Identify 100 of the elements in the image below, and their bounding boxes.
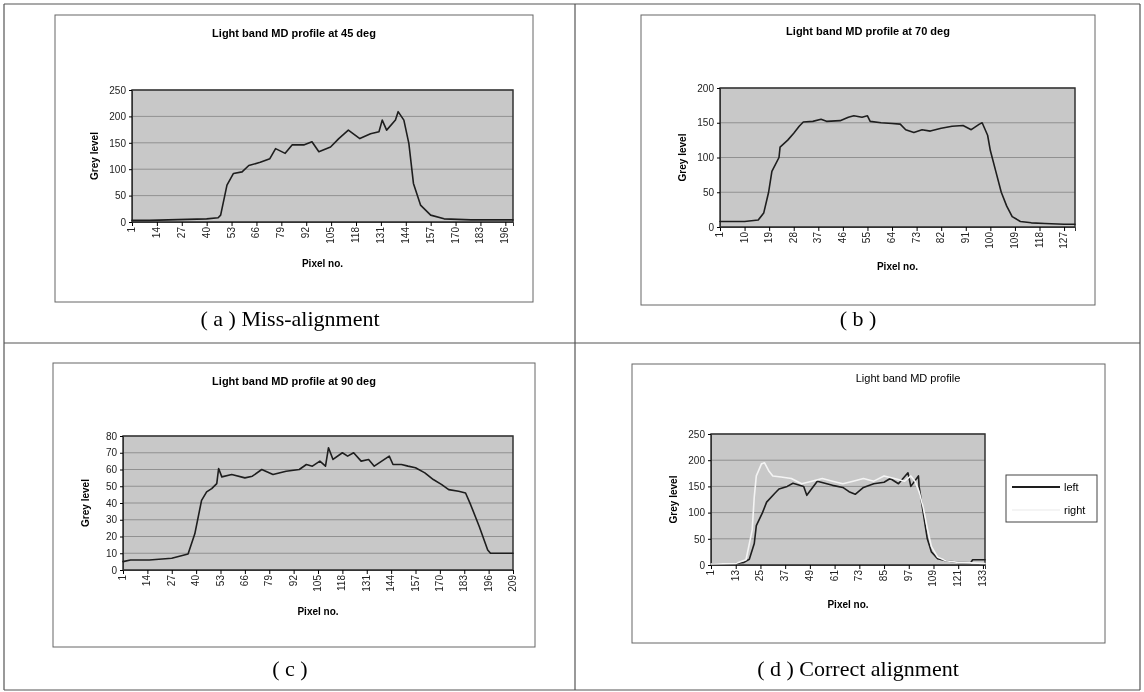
y-tick-label: 100	[688, 507, 706, 519]
line-series	[122, 446, 514, 563]
y-tick-label: 200	[109, 111, 127, 123]
y-tick-label: 50	[693, 533, 706, 545]
x-tick-label: 73	[910, 231, 922, 244]
y-tick-label: 200	[697, 82, 715, 94]
y-tick-label: 100	[697, 152, 715, 164]
x-tick-label: 109	[1008, 231, 1020, 249]
x-tick-label: 13	[729, 569, 741, 582]
chart-title: Light band MD profile at 70 deg	[786, 25, 950, 37]
chart-title: Light band MD profile at 45 deg	[212, 27, 376, 39]
x-tick-label: 19	[763, 231, 775, 244]
legend-label: left	[1064, 481, 1079, 493]
y-tick-label: 40	[105, 497, 118, 509]
y-tick-label: 10	[105, 547, 118, 559]
x-tick-label: 183	[458, 574, 470, 592]
x-tick-label: 118	[336, 574, 348, 591]
x-tick-label: 79	[263, 574, 275, 587]
x-tick-label: 100	[984, 231, 996, 249]
x-tick-label: 170	[449, 226, 461, 244]
x-tick-label: 92	[300, 226, 312, 239]
x-tick-label: 82	[935, 231, 947, 244]
x-tick-label: 14	[141, 574, 153, 587]
x-tick-label: 25	[754, 569, 766, 582]
y-tick-label: 200	[688, 454, 706, 466]
chart-title: Light band MD profile at 90 deg	[212, 375, 376, 387]
y-tick-label: 50	[105, 480, 118, 492]
legend-label: right	[1064, 504, 1086, 516]
x-tick-label: 118	[350, 226, 362, 243]
text: ( c )	[272, 656, 308, 681]
x-tick-label: 144	[385, 574, 397, 592]
x-tick-label: 55	[861, 231, 873, 244]
x-tick-label: 28	[787, 231, 799, 244]
x-axis-title: Pixel no.	[876, 261, 919, 272]
line-series	[719, 115, 1076, 226]
x-tick-label: 91	[959, 231, 971, 244]
x-tick-label: 10	[738, 231, 750, 244]
y-tick-label: 0	[708, 221, 715, 233]
x-tick-label: 183	[474, 226, 486, 244]
chart-title: Light band MD profile	[855, 372, 961, 384]
x-tick-label: 85	[878, 569, 890, 582]
y-tick-label: 70	[105, 447, 118, 459]
x-tick-label: 170	[433, 574, 445, 592]
x-tick-label: 105	[312, 574, 323, 592]
x-tick-label: 1	[126, 226, 137, 233]
y-tick-label: 150	[697, 117, 715, 129]
y-tick-label: 0	[111, 564, 118, 576]
x-tick-label: 144	[399, 226, 411, 244]
y-tick-label: 250	[109, 84, 127, 96]
x-axis-title: Pixel no.	[827, 599, 869, 610]
text: ( d ) Correct alignment	[757, 656, 959, 681]
x-tick-label: 1	[705, 569, 716, 576]
x-tick-label: 64	[886, 231, 898, 244]
y-tick-label: 50	[702, 186, 715, 198]
x-tick-label: 157	[424, 226, 436, 244]
y-tick-label: 30	[105, 514, 118, 526]
y-tick-label: 0	[699, 559, 706, 571]
x-tick-label: 66	[238, 574, 250, 587]
x-tick-label: 133	[976, 569, 988, 587]
x-tick-label: 37	[779, 569, 791, 582]
x-tick-label: 97	[902, 569, 914, 582]
x-tick-label: 109	[927, 569, 939, 587]
x-tick-label: 1	[714, 231, 725, 238]
x-tick-label: 61	[828, 569, 840, 582]
y-tick-label: 0	[120, 216, 127, 228]
x-tick-label: 40	[200, 226, 212, 239]
y-axis-title: Grey level	[677, 133, 688, 182]
x-tick-label: 196	[482, 574, 494, 592]
x-tick-label: 27	[165, 574, 177, 587]
x-axis-title: Pixel no.	[301, 258, 344, 269]
y-axis-title: Grey level	[80, 478, 91, 527]
x-tick-label: 14	[150, 226, 162, 239]
x-tick-label: 40	[190, 574, 202, 587]
x-tick-label: 1	[117, 574, 128, 581]
x-tick-label: 73	[853, 569, 865, 582]
y-tick-label: 150	[688, 481, 706, 493]
x-tick-label: 53	[214, 574, 226, 587]
x-tick-label: 53	[225, 226, 237, 239]
y-tick-label: 60	[105, 464, 118, 476]
text: ( b )	[839, 306, 877, 331]
x-tick-label: 157	[409, 574, 421, 592]
y-tick-label: 150	[109, 137, 127, 149]
y-axis-title: Grey level	[89, 131, 100, 180]
x-tick-label: 131	[374, 226, 386, 244]
y-tick-label: 250	[688, 428, 706, 440]
x-axis-title: Pixel no.	[297, 606, 339, 617]
x-tick-label: 92	[287, 574, 299, 587]
x-tick-label: 66	[250, 226, 262, 239]
x-tick-label: 118	[1033, 231, 1045, 248]
x-tick-label: 37	[812, 231, 824, 244]
x-tick-label: 121	[952, 569, 964, 587]
x-tick-label: 127	[1058, 231, 1070, 249]
text: ( a ) Miss-alignment	[200, 306, 380, 331]
x-tick-label: 131	[360, 574, 372, 592]
x-tick-label: 27	[175, 226, 187, 239]
x-tick-label: 105	[325, 226, 337, 244]
x-tick-label: 79	[275, 226, 287, 239]
y-axis-title: Grey level	[668, 475, 679, 524]
x-tick-label: 209	[507, 574, 518, 592]
y-tick-label: 100	[109, 163, 127, 175]
